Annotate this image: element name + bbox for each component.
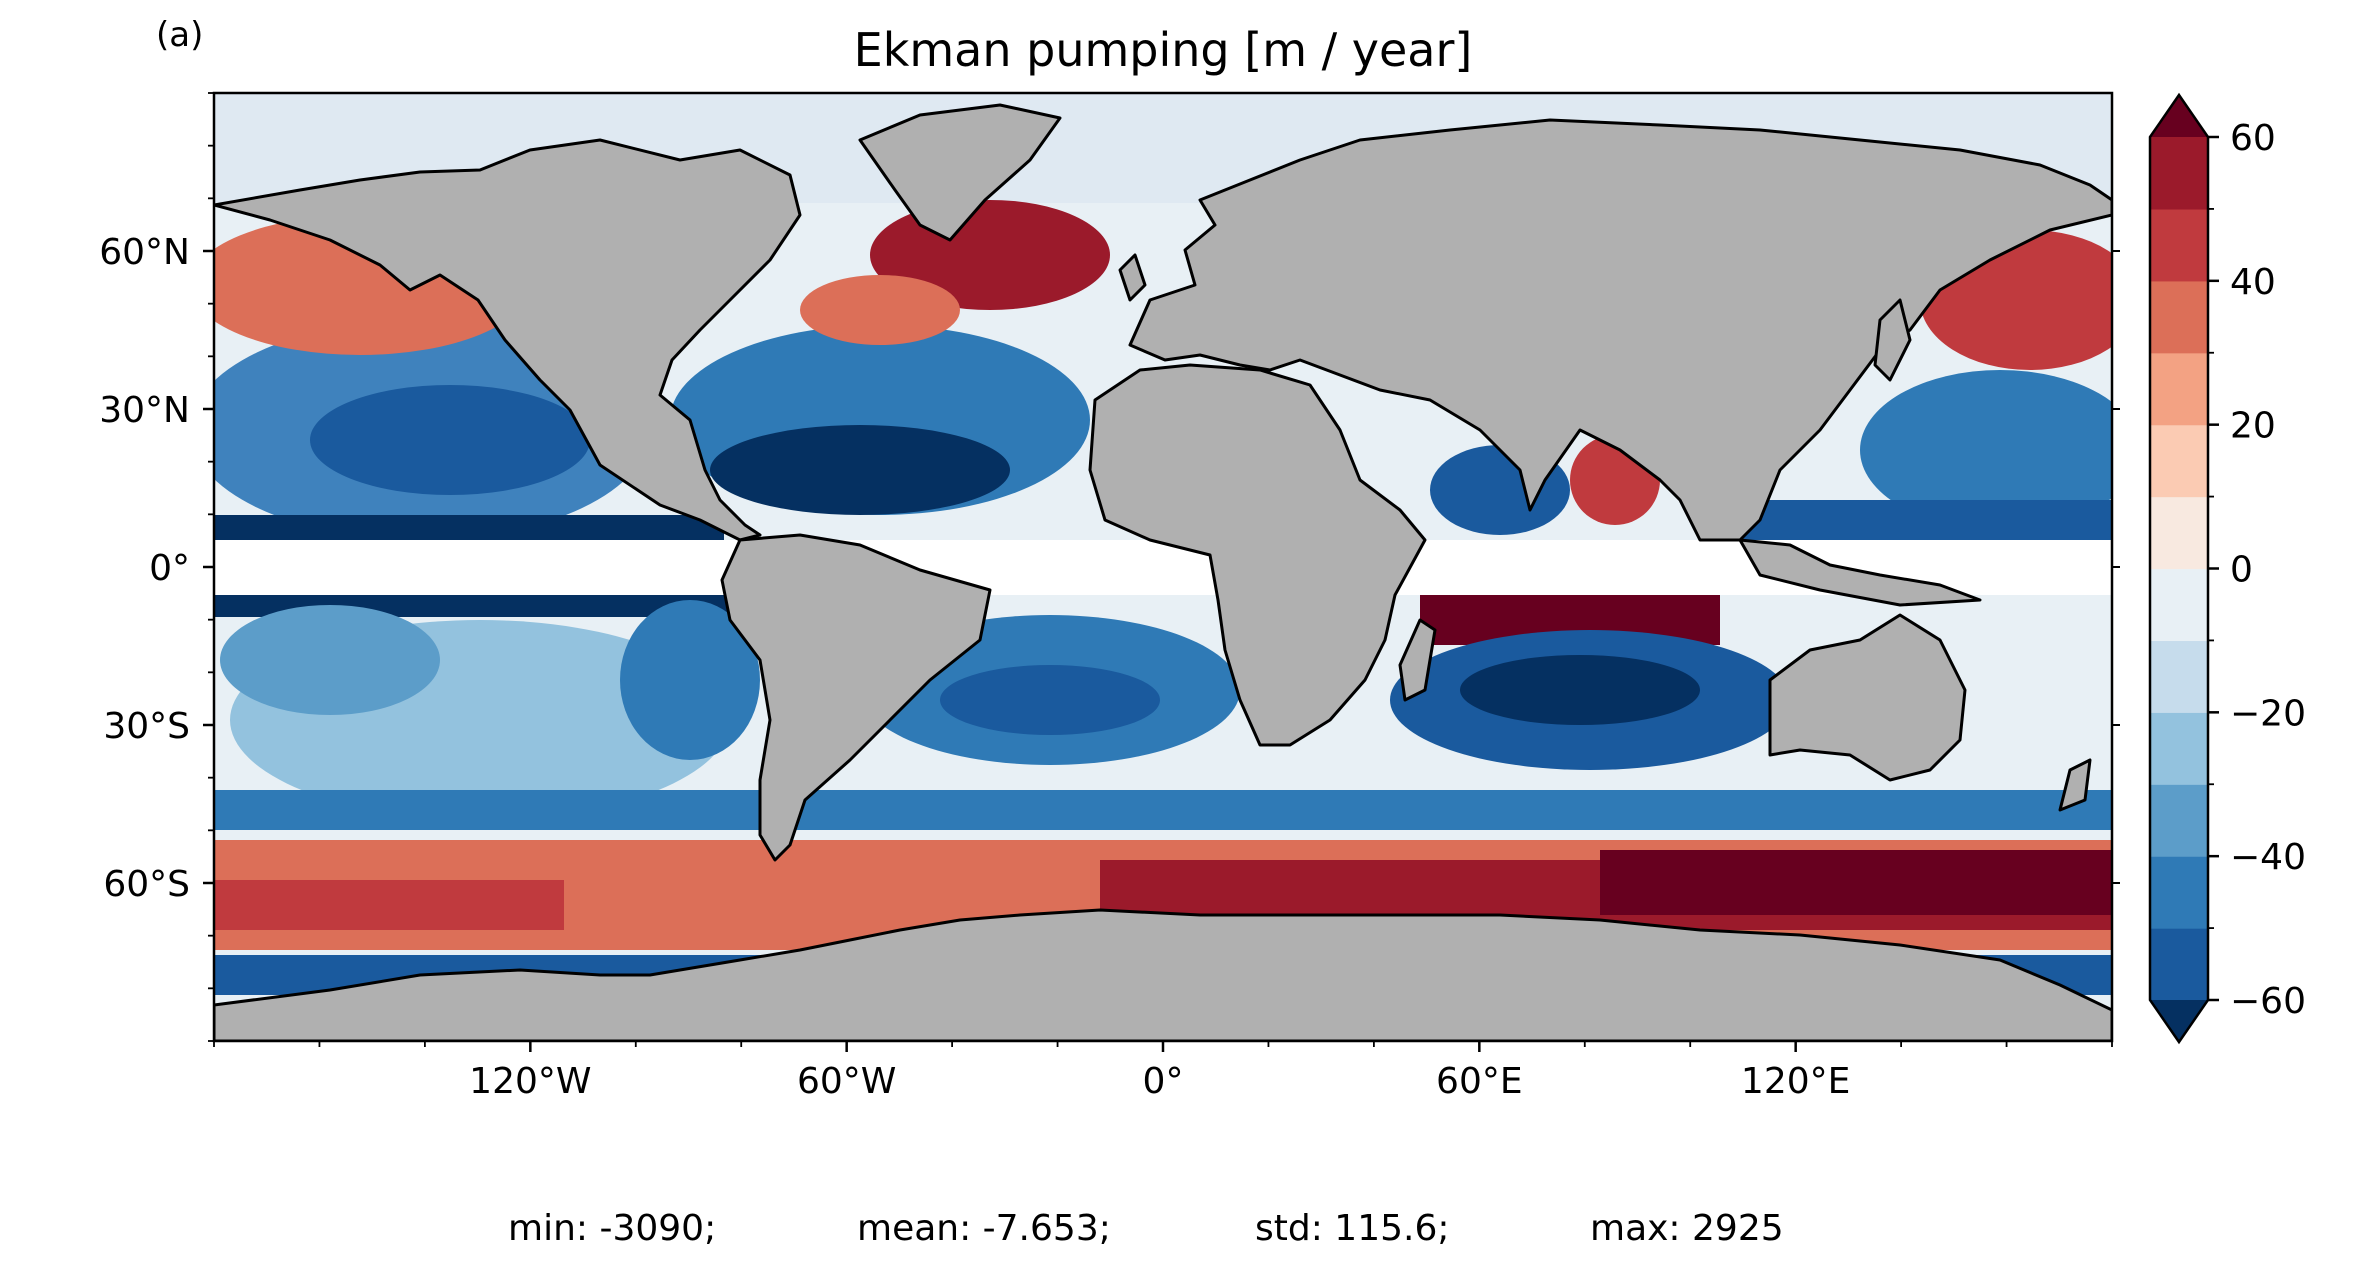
map-title: Ekman pumping [m / year]: [854, 23, 1473, 77]
colorbar-bin: [2150, 928, 2208, 1001]
field-natl-gyre-edge: [800, 275, 960, 345]
colorbar-tick-label: −40: [2230, 837, 2306, 878]
land-antarctica: [214, 908, 2112, 1041]
colorbar-tick-label: −60: [2230, 981, 2306, 1022]
x-tick-label: 60°W: [797, 1061, 896, 1102]
x-axis: 120°W 60°W 0° 60°E 120°E: [213, 1041, 2113, 1102]
stat-std: std: 115.6;: [1255, 1208, 1450, 1249]
colorbar-bin: [2150, 424, 2208, 498]
stat-mean: mean: -7.653;: [857, 1208, 1111, 1249]
field-npac-core: [310, 385, 590, 495]
x-tick-label: 60°E: [1436, 1061, 1523, 1102]
land-japan: [1873, 298, 1912, 382]
colorbar-extend-max: [2150, 95, 2208, 137]
colorbar-tick-label: 20: [2230, 406, 2276, 447]
land-madagascar: [1398, 618, 1437, 702]
y-tick-label: 0°: [149, 548, 190, 589]
land-south-america: [720, 533, 992, 862]
y-axis: 60°N 30°N 0° 30°S 60°S: [99, 92, 2120, 1042]
colorbar-bin: [2150, 784, 2208, 857]
land-australia: [1768, 613, 1967, 782]
ekman-field: [214, 93, 2112, 995]
colorbar-bin: [2150, 208, 2208, 282]
field-southern-blue-belt: [214, 790, 2112, 830]
field-satl-core: [940, 665, 1160, 735]
x-tick-label: 120°E: [1741, 1061, 1850, 1102]
field-sio-core: [1460, 655, 1700, 725]
land: [214, 103, 2112, 1041]
field-southern-red-core-west: [214, 880, 564, 930]
field-spac-west: [220, 605, 440, 715]
x-tick-label: 0°: [1143, 1061, 1184, 1102]
y-tick-label: 60°S: [103, 864, 190, 905]
stat-min: min: -3090;: [508, 1208, 717, 1249]
field-nep-equatorial: [214, 515, 724, 540]
land-north-america: [214, 138, 802, 542]
colorbar-bin: [2150, 137, 2208, 210]
land-africa: [1088, 363, 1427, 747]
colorbar-tick-label: 40: [2230, 262, 2276, 303]
colorbar-extend-min: [2150, 1000, 2208, 1042]
colorbar-bin: [2150, 856, 2208, 929]
colorbar-tick-label: 0: [2230, 550, 2253, 591]
y-tick-label: 60°N: [99, 232, 190, 273]
field-southern-red-core-east: [1600, 850, 2112, 915]
colorbar-bin: [2150, 352, 2208, 426]
land-uk: [1118, 253, 1147, 302]
y-tick-label: 30°S: [103, 706, 190, 747]
colorbar-bin: [2150, 496, 2208, 570]
colorbar-bin: [2150, 280, 2208, 354]
colorbar-tick-label: −20: [2230, 693, 2306, 734]
colorbar-tick-label: 60: [2230, 118, 2276, 159]
colorbar-bin: [2150, 712, 2208, 785]
colorbar-bin: [2150, 640, 2208, 713]
colorbar-bin: [2150, 568, 2208, 642]
field-wp-equatorial: [1700, 500, 2112, 540]
map-plot-area: [214, 93, 2112, 1041]
x-tick-label: 120°W: [469, 1061, 591, 1102]
colorbar: 60 40 20 0 −20 −40 −60: [2148, 92, 2306, 1045]
field-spac-east: [620, 600, 760, 760]
land-indonesia: [1738, 538, 1982, 607]
land-greenland: [858, 103, 1062, 242]
panel-label: (a): [156, 15, 203, 55]
land-new-zealand: [2058, 758, 2092, 812]
field-natl-core: [710, 425, 1010, 515]
field-wpac-subtropical: [1860, 370, 2112, 530]
stat-max: max: 2925: [1590, 1208, 1784, 1249]
y-tick-label: 30°N: [99, 390, 190, 431]
